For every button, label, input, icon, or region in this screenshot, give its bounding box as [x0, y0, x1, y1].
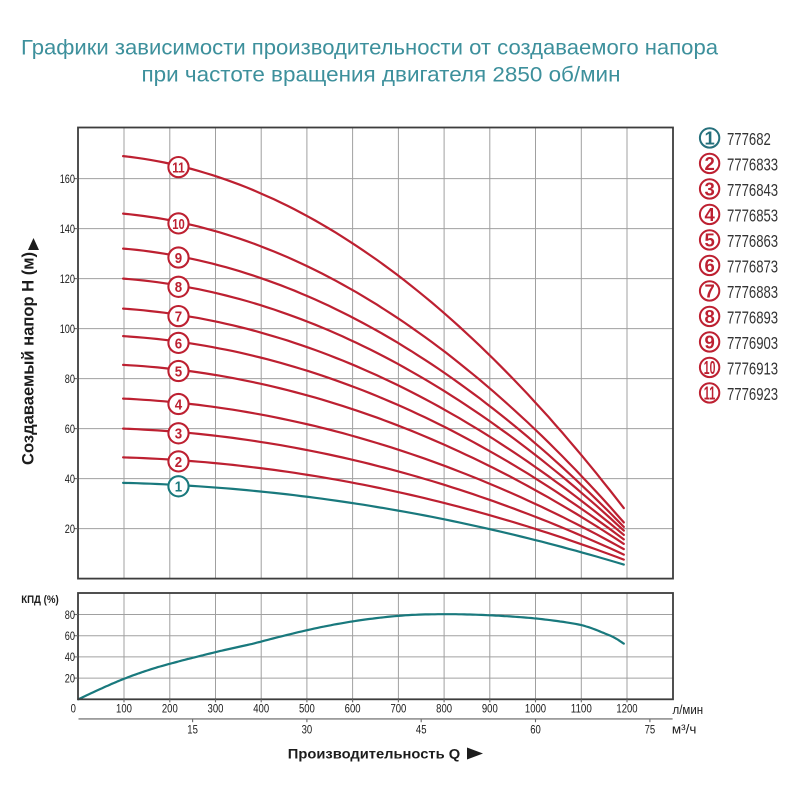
svg-text:700: 700 — [390, 702, 406, 716]
svg-text:Производительность Q: Производительность Q — [288, 745, 461, 761]
svg-text:900: 900 — [482, 702, 498, 716]
svg-text:15: 15 — [187, 722, 198, 736]
svg-text:10: 10 — [172, 216, 185, 233]
svg-text:8: 8 — [175, 279, 182, 296]
svg-text:800: 800 — [436, 702, 452, 716]
svg-text:1000: 1000 — [525, 702, 546, 716]
svg-text:5: 5 — [704, 229, 714, 250]
svg-text:7776893: 7776893 — [727, 307, 778, 327]
svg-text:2: 2 — [704, 153, 714, 174]
svg-text:75: 75 — [645, 722, 656, 736]
svg-text:6: 6 — [175, 335, 182, 352]
svg-text:9: 9 — [175, 250, 182, 267]
svg-text:40: 40 — [65, 472, 75, 486]
svg-text:120: 120 — [60, 272, 76, 286]
svg-text:8: 8 — [704, 306, 714, 327]
svg-text:7: 7 — [175, 309, 182, 326]
svg-text:60: 60 — [530, 722, 541, 736]
svg-text:45: 45 — [416, 722, 427, 736]
svg-text:1: 1 — [704, 127, 714, 148]
svg-text:20: 20 — [65, 671, 75, 685]
svg-text:при частоте вращения двигателя: при частоте вращения двигателя 2850 об/м… — [142, 63, 621, 87]
svg-text:600: 600 — [345, 702, 361, 716]
svg-text:7776843: 7776843 — [727, 180, 778, 200]
svg-text:7776873: 7776873 — [727, 256, 778, 276]
svg-text:20: 20 — [65, 522, 75, 536]
svg-text:КПД (%): КПД (%) — [21, 594, 59, 606]
svg-text:3: 3 — [175, 426, 182, 443]
svg-text:80: 80 — [65, 372, 75, 386]
svg-text:7776913: 7776913 — [727, 358, 778, 378]
svg-text:60: 60 — [65, 422, 75, 436]
svg-text:100: 100 — [116, 702, 132, 716]
svg-text:м³/ч: м³/ч — [672, 722, 697, 736]
svg-text:11: 11 — [704, 382, 716, 403]
svg-text:100: 100 — [60, 322, 76, 336]
svg-text:500: 500 — [299, 702, 315, 716]
svg-text:2: 2 — [175, 454, 182, 471]
svg-text:9: 9 — [704, 331, 714, 352]
svg-text:1: 1 — [175, 479, 182, 496]
svg-text:60: 60 — [65, 629, 75, 643]
svg-text:10: 10 — [704, 357, 716, 378]
svg-text:Создаваемый напор Н (м): Создаваемый напор Н (м) — [19, 252, 38, 465]
svg-text:140: 140 — [60, 222, 76, 236]
svg-text:80: 80 — [65, 608, 75, 622]
svg-text:777682: 777682 — [727, 129, 771, 149]
svg-text:6: 6 — [704, 255, 714, 276]
svg-text:7776903: 7776903 — [727, 333, 778, 353]
svg-text:л/мин: л/мин — [673, 703, 704, 717]
svg-text:160: 160 — [60, 172, 76, 186]
svg-text:7: 7 — [704, 280, 714, 301]
svg-text:11: 11 — [172, 160, 185, 177]
svg-text:1100: 1100 — [571, 702, 592, 716]
svg-text:0: 0 — [71, 702, 77, 716]
svg-text:40: 40 — [65, 650, 75, 664]
svg-text:7776923: 7776923 — [727, 384, 778, 404]
svg-text:400: 400 — [253, 702, 269, 716]
svg-text:30: 30 — [302, 722, 313, 736]
svg-text:5: 5 — [175, 363, 182, 380]
svg-text:7776883: 7776883 — [727, 282, 778, 302]
svg-text:1200: 1200 — [616, 702, 637, 716]
svg-text:4: 4 — [175, 396, 183, 413]
svg-text:3: 3 — [704, 178, 714, 199]
svg-text:7776833: 7776833 — [727, 154, 778, 174]
svg-text:200: 200 — [162, 702, 178, 716]
svg-text:7776853: 7776853 — [727, 205, 778, 225]
svg-text:Графики зависимости производит: Графики зависимости производительности о… — [21, 36, 718, 60]
svg-text:300: 300 — [208, 702, 224, 716]
svg-text:7776863: 7776863 — [727, 231, 778, 251]
svg-text:4: 4 — [704, 204, 715, 225]
